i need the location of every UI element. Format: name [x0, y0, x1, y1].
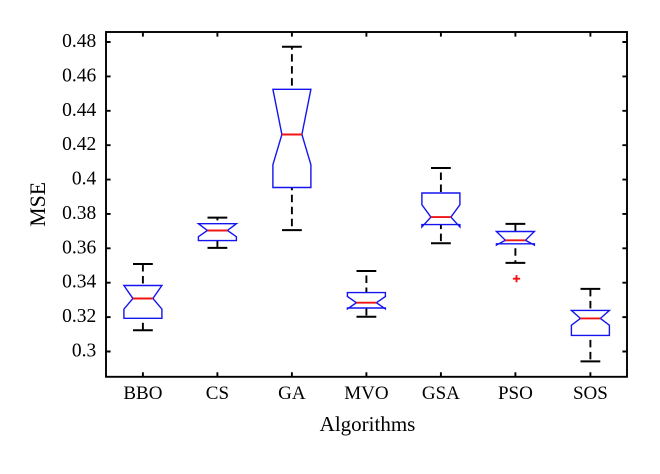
svg-text:0.42: 0.42 — [62, 134, 96, 155]
svg-text:CS: CS — [206, 383, 229, 404]
svg-text:0.3: 0.3 — [72, 341, 96, 362]
svg-text:GSA: GSA — [422, 383, 460, 404]
svg-text:0.36: 0.36 — [62, 237, 96, 258]
svg-text:0.46: 0.46 — [62, 65, 96, 86]
svg-text:BBO: BBO — [123, 383, 162, 404]
svg-text:MSE: MSE — [26, 182, 50, 227]
svg-text:0.32: 0.32 — [62, 306, 96, 327]
svg-text:0.38: 0.38 — [62, 203, 96, 224]
svg-text:GA: GA — [278, 383, 306, 404]
svg-text:Algorithms: Algorithms — [320, 412, 416, 436]
svg-text:0.34: 0.34 — [62, 272, 96, 293]
svg-text:0.44: 0.44 — [62, 100, 96, 121]
svg-text:MVO: MVO — [344, 383, 388, 404]
svg-text:0.48: 0.48 — [62, 31, 96, 52]
svg-text:0.4: 0.4 — [72, 169, 97, 190]
svg-text:PSO: PSO — [498, 383, 533, 404]
svg-text:SOS: SOS — [573, 383, 608, 404]
